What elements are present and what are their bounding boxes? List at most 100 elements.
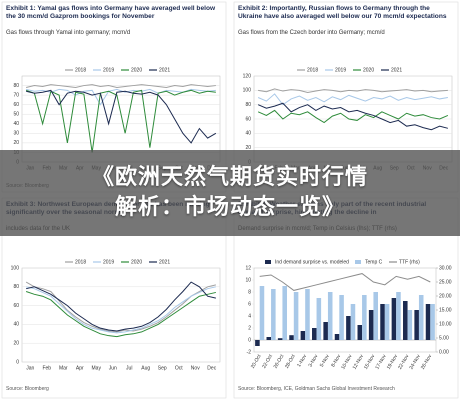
plot-area xyxy=(21,267,221,363)
x-tick-label: Jul xyxy=(126,365,132,371)
y-tick-label: 60 xyxy=(13,102,19,108)
y-tick-label: 40 xyxy=(245,131,251,137)
chart-title: Exhibit 1: Yamal gas flows into Germany … xyxy=(6,5,216,20)
bar xyxy=(293,292,299,340)
bar xyxy=(255,340,260,346)
legend-label: 2019 xyxy=(103,67,114,73)
y2-tick-label: 25.00 xyxy=(439,279,452,285)
y-tick-label: 8 xyxy=(248,289,251,295)
x-tick-label: Mar xyxy=(59,365,68,371)
bar xyxy=(334,334,340,340)
bar xyxy=(425,304,431,340)
x-tick-label: 1-Nov xyxy=(296,353,308,368)
y2-tick-label: 15.00 xyxy=(439,307,452,313)
x-tick-label: 28-Oct xyxy=(284,353,297,370)
line-series xyxy=(26,281,216,332)
y-tick-label: 60 xyxy=(13,303,19,309)
line-series xyxy=(25,89,216,153)
legend-label: 2020 xyxy=(131,259,142,265)
bar xyxy=(327,292,333,340)
y-tick-label: 50 xyxy=(13,112,19,118)
bar xyxy=(271,289,276,340)
bar xyxy=(300,331,306,340)
bar xyxy=(312,328,317,340)
x-tick-label: Aug xyxy=(141,365,150,371)
y-tick-label: 20 xyxy=(13,140,19,146)
bar xyxy=(418,295,424,340)
legend-label: 2021 xyxy=(159,259,170,265)
legend-swatch xyxy=(265,260,271,264)
x-tick-label: Dec xyxy=(207,365,216,371)
legend-label: 2018 xyxy=(75,67,86,73)
bar xyxy=(339,295,344,340)
legend-label: 2019 xyxy=(103,259,114,265)
bar xyxy=(384,304,390,340)
bar xyxy=(282,286,287,340)
legend-label: Temp C xyxy=(365,259,383,265)
y-tick-label: 40 xyxy=(13,322,19,328)
chart-source: Source: Bloomberg, ICE, Goldman Sachs Gl… xyxy=(238,386,395,392)
bar xyxy=(396,292,401,340)
line-series xyxy=(25,291,216,338)
chart-title: Exhibit 2: Importantly, Russian flows to… xyxy=(238,5,447,20)
legend-label: 2021 xyxy=(391,67,402,73)
y-tick-label: 12 xyxy=(245,265,251,271)
bar xyxy=(362,295,367,340)
y-tick-label: 100 xyxy=(243,88,252,94)
y2-tick-label: 10.00 xyxy=(439,321,452,327)
x-tick-label: Jan xyxy=(26,365,34,371)
legend-label: 2018 xyxy=(307,67,318,73)
line-series xyxy=(259,273,431,291)
legend-swatch xyxy=(355,260,361,264)
legend-label: TTF (rhs) xyxy=(399,259,420,265)
bar xyxy=(346,316,351,340)
x-tick-label: May xyxy=(92,365,102,371)
bar xyxy=(403,301,408,340)
bar xyxy=(368,310,374,340)
line-series xyxy=(26,286,216,334)
y-tick-label: 30 xyxy=(13,131,19,137)
banner: 《欧洲天然气期货实时行情 解析：市场动态一览》 xyxy=(0,150,460,236)
x-tick-label: Apr xyxy=(76,365,84,371)
x-tick-label: 5-Nov xyxy=(319,353,331,368)
y-tick-label: 20 xyxy=(245,145,251,151)
y-tick-label: 4 xyxy=(248,313,251,319)
x-tick-label: Oct xyxy=(175,365,183,371)
bar xyxy=(357,325,363,340)
y-tick-label: 100 xyxy=(11,265,20,271)
bar xyxy=(373,292,378,340)
bar xyxy=(277,338,283,340)
y-tick-label: 80 xyxy=(13,284,19,290)
bar xyxy=(407,310,413,340)
bar xyxy=(391,298,397,340)
legend-label: Ind demand surprise vs. modeled xyxy=(275,259,349,265)
bar xyxy=(350,304,356,340)
legend-label: 2019 xyxy=(335,67,346,73)
y-tick-label: 40 xyxy=(13,121,19,127)
y-tick-label: -2 xyxy=(247,349,252,355)
x-tick-label: 26-Nov xyxy=(420,353,434,370)
bar xyxy=(323,322,328,340)
legend-label: 2020 xyxy=(363,67,374,73)
legend-label: 2018 xyxy=(75,259,86,265)
legend-label: 2021 xyxy=(159,67,170,73)
x-tick-label: Nov xyxy=(191,365,200,371)
bar xyxy=(305,289,310,340)
banner-line: 《欧洲天然气期货实时行情 xyxy=(91,165,368,190)
line-series xyxy=(26,84,216,88)
y2-tick-label: 30.00 xyxy=(439,265,452,271)
y-tick-label: 2 xyxy=(248,325,251,331)
y-tick-label: 80 xyxy=(13,83,19,89)
bar xyxy=(289,335,294,340)
bar xyxy=(380,304,385,340)
line-series xyxy=(257,102,449,131)
line-series xyxy=(26,89,217,144)
y2-tick-label: 5.00 xyxy=(439,335,449,341)
x-tick-label: Sep xyxy=(158,365,167,371)
chart-subtitle: Gas flows from the Czech border into Ger… xyxy=(238,30,385,36)
line-series xyxy=(257,109,449,124)
bar xyxy=(414,310,419,340)
y-tick-label: 60 xyxy=(245,116,251,122)
line-series xyxy=(257,93,448,106)
